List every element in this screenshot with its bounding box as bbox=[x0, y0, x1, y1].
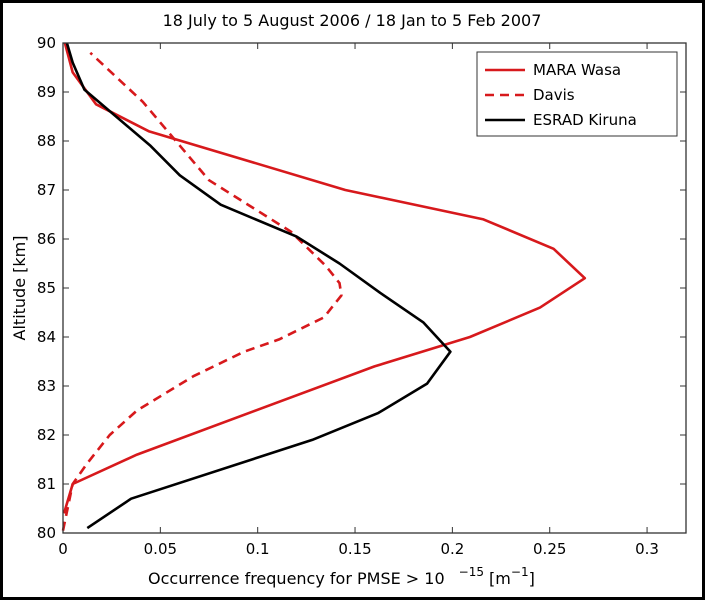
x-tick-label: 0 bbox=[58, 540, 68, 558]
series-line-esrad-kiruna bbox=[65, 42, 452, 530]
chart-title: 18 July to 5 August 2006 / 18 Jan to 5 F… bbox=[163, 11, 542, 30]
x-tick-label: 0.15 bbox=[338, 540, 371, 558]
y-tick-label: 87 bbox=[37, 181, 56, 199]
y-tick-label: 82 bbox=[37, 426, 56, 444]
y-tick-label: 90 bbox=[37, 34, 56, 52]
x-axis-label-unit: [m bbox=[484, 569, 511, 588]
y-tick-label: 86 bbox=[37, 230, 56, 248]
x-axis-label-unit-exponent: −1 bbox=[511, 565, 529, 579]
x-tick-label: 0.1 bbox=[246, 540, 270, 558]
x-axis-label-exponent: −15 bbox=[459, 565, 484, 579]
y-tick-label: 85 bbox=[37, 279, 56, 297]
series-layer bbox=[61, 42, 587, 531]
x-axis-label-main: Occurrence frequency for PMSE > 10 bbox=[148, 569, 445, 588]
y-tick-label: 88 bbox=[37, 132, 56, 150]
x-tick-label: 0.05 bbox=[144, 540, 177, 558]
series-line-mara-wasa bbox=[62, 42, 587, 514]
x-axis-label: Occurrence frequency for PMSE > 10 −15 [m… bbox=[148, 565, 535, 588]
y-tick-label: 80 bbox=[37, 524, 56, 542]
legend-box bbox=[476, 51, 678, 137]
y-tick-label: 89 bbox=[37, 83, 56, 101]
x-tick-label: 0.25 bbox=[533, 540, 566, 558]
legend-label-davis: Davis bbox=[533, 86, 575, 104]
y-tick-label: 84 bbox=[37, 328, 56, 346]
x-tick-label: 0.2 bbox=[440, 540, 464, 558]
x-axis-label-unit-close: ] bbox=[529, 569, 535, 588]
legend: MARA Wasa Davis ESRAD Kiruna bbox=[476, 51, 678, 137]
y-tick-label: 81 bbox=[37, 475, 56, 493]
axis-ticks: 0 0.05 0.1 0.15 0.2 0.25 0.3 80 81 82 83 84 85 86 87 88… bbox=[37, 34, 686, 558]
legend-label-mara-wasa: MARA Wasa bbox=[533, 61, 621, 79]
y-tick-label: 83 bbox=[37, 377, 56, 395]
series-line-davis bbox=[61, 51, 343, 531]
legend-label-esrad-kiruna: ESRAD Kiruna bbox=[533, 111, 637, 129]
x-tick-label: 0.3 bbox=[635, 540, 659, 558]
y-axis-label: Altitude [km] bbox=[10, 236, 29, 341]
